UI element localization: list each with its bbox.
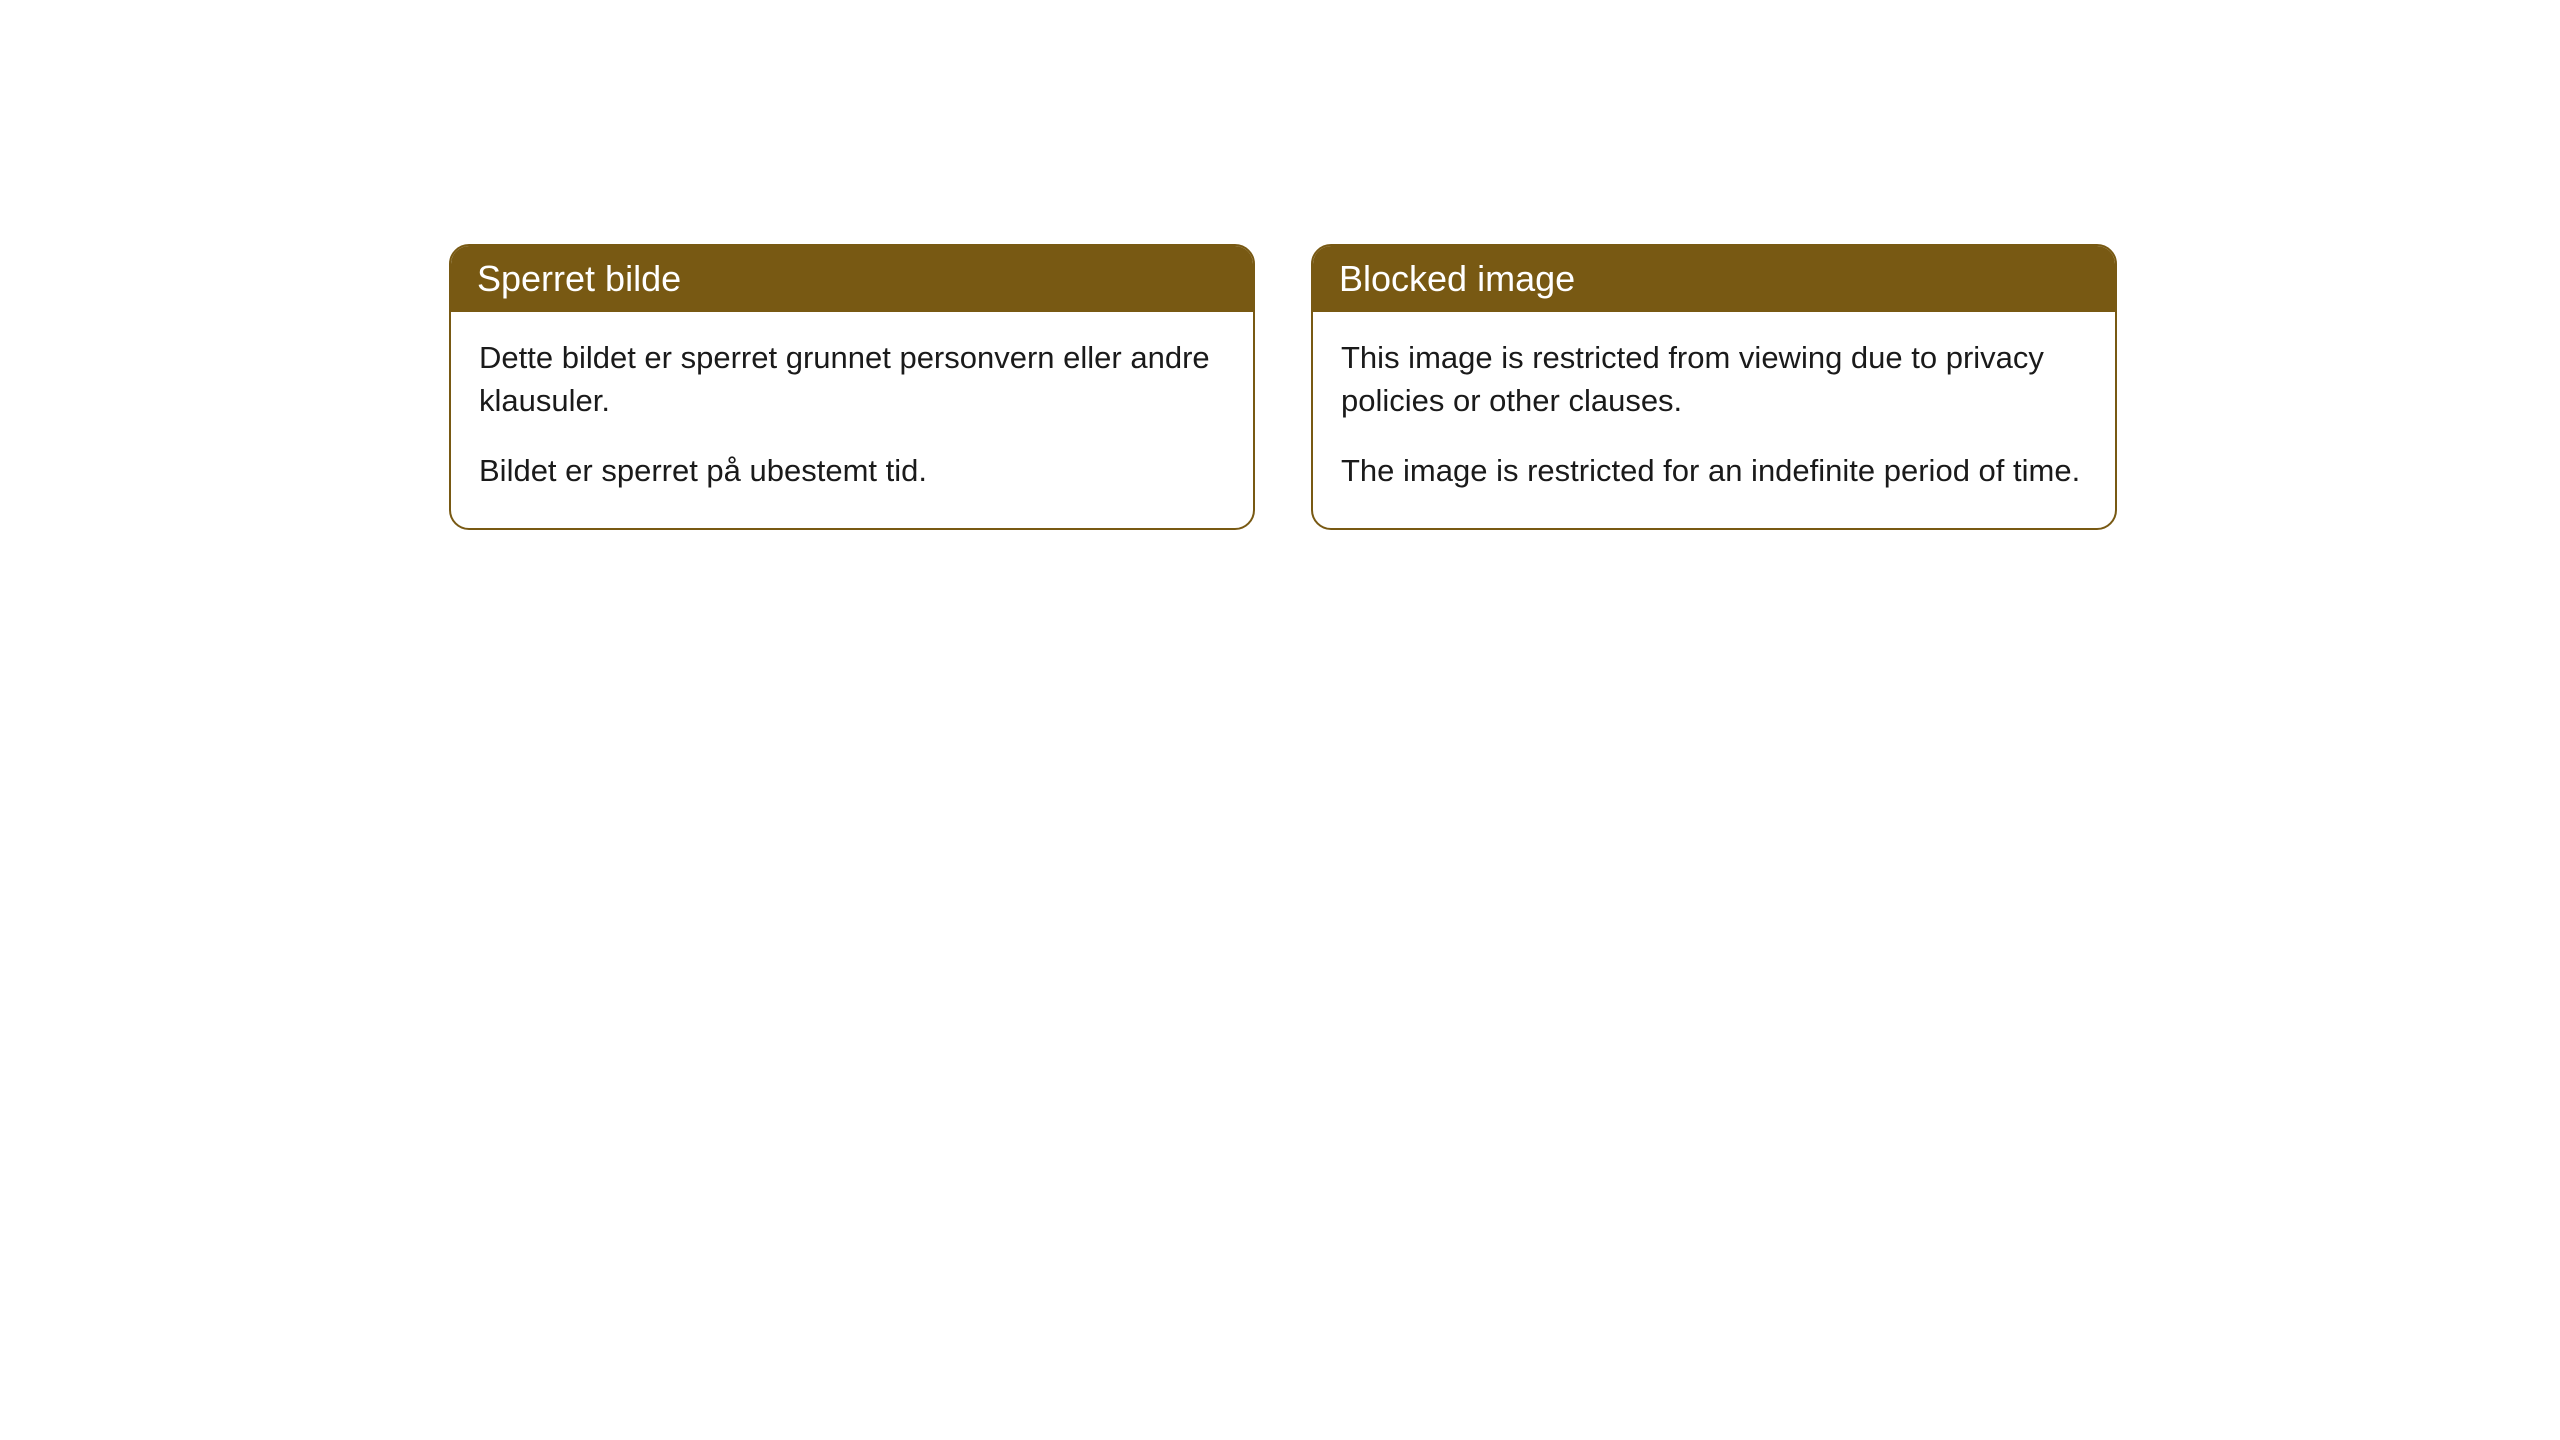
card-header: Sperret bilde [451,246,1253,312]
card-paragraph: The image is restricted for an indefinit… [1341,449,2087,492]
card-title: Sperret bilde [477,258,681,299]
card-header: Blocked image [1313,246,2115,312]
card-paragraph: Bildet er sperret på ubestemt tid. [479,449,1225,492]
card-paragraph: Dette bildet er sperret grunnet personve… [479,336,1225,423]
notice-card-norwegian: Sperret bilde Dette bildet er sperret gr… [449,244,1255,530]
notice-card-english: Blocked image This image is restricted f… [1311,244,2117,530]
card-title: Blocked image [1339,258,1575,299]
card-body: This image is restricted from viewing du… [1313,312,2115,528]
card-paragraph: This image is restricted from viewing du… [1341,336,2087,423]
card-body: Dette bildet er sperret grunnet personve… [451,312,1253,528]
notice-cards-container: Sperret bilde Dette bildet er sperret gr… [449,244,2117,530]
